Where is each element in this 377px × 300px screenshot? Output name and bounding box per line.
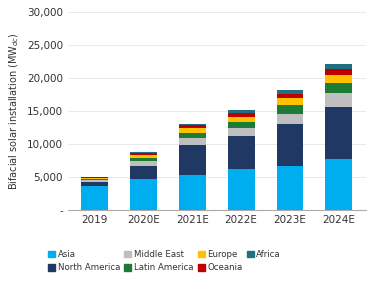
Bar (130, 166, 157, 179)
Bar (277, 114, 303, 124)
Bar (228, 117, 254, 122)
Bar (130, 153, 157, 155)
Bar (277, 105, 303, 114)
Bar (179, 124, 206, 125)
Bar (179, 175, 206, 210)
Bar (179, 128, 206, 133)
Bar (277, 94, 303, 98)
Bar (81, 182, 108, 186)
Bar (179, 125, 206, 128)
Bar (130, 152, 157, 153)
Bar (130, 161, 157, 166)
Bar (325, 82, 352, 93)
Bar (325, 107, 352, 159)
Bar (325, 159, 352, 210)
Y-axis label: Bifacial solar installation (MW$_{dc}$): Bifacial solar installation (MW$_{dc}$) (8, 32, 21, 190)
Bar (81, 186, 108, 210)
Bar (325, 64, 352, 69)
Bar (277, 98, 303, 105)
Bar (277, 90, 303, 94)
Bar (228, 128, 254, 136)
Bar (130, 179, 157, 210)
Bar (228, 169, 254, 210)
Bar (179, 145, 206, 175)
Bar (325, 69, 352, 75)
Bar (228, 110, 254, 113)
Bar (277, 124, 303, 166)
Bar (325, 75, 352, 83)
Bar (81, 177, 108, 178)
Bar (228, 136, 254, 169)
Legend: Asia, North America, Middle East, Latin America, Europe, Oceania, Africa: Asia, North America, Middle East, Latin … (48, 250, 281, 272)
Bar (325, 93, 352, 107)
Bar (277, 167, 303, 210)
Bar (81, 178, 108, 180)
Bar (228, 113, 254, 117)
Bar (228, 122, 254, 128)
Bar (130, 158, 157, 161)
Bar (179, 133, 206, 138)
Bar (179, 138, 206, 145)
Bar (81, 180, 108, 182)
Bar (130, 155, 157, 158)
